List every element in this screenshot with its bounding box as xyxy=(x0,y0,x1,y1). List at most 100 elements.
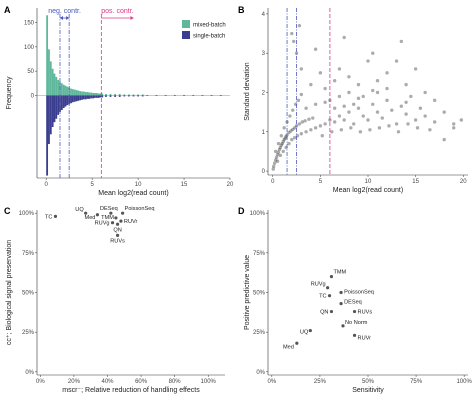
panel-a-xlabel: Mean log2(read count) xyxy=(98,190,168,197)
panel-d-xlabel: Sensitivity xyxy=(352,387,384,394)
panel-a-bar-mixed xyxy=(93,93,96,96)
panel-b-point xyxy=(442,137,446,142)
panel-a-bar-mixed xyxy=(84,92,87,96)
panel-a-bar-single xyxy=(109,95,112,97)
panel-a-bar-single xyxy=(57,95,60,115)
panel-d-ytick-label: 100% xyxy=(250,211,266,217)
panel-c-xtick-label: 60% xyxy=(135,379,148,385)
panel-c-point xyxy=(109,211,113,215)
panel-a-bar-single xyxy=(105,95,107,97)
panel-b-xtick-label: 10 xyxy=(365,179,372,185)
panel-a-bar-mixed xyxy=(66,86,69,96)
panel-a-bar-single xyxy=(101,95,104,98)
panel-a-xtick-label: 0 xyxy=(45,182,49,188)
panel-a-bar-single xyxy=(71,95,74,103)
panel-b-point xyxy=(356,82,361,87)
panel-b-point xyxy=(332,106,337,110)
panel-b-point xyxy=(413,118,418,122)
panel-a-bar-single xyxy=(118,95,121,97)
panel-b-point xyxy=(356,96,361,101)
panel-b-point xyxy=(399,39,404,44)
panel-a-bar-single xyxy=(62,95,65,109)
panel-b-point xyxy=(352,102,356,106)
panel-b-point xyxy=(299,132,304,136)
panel-d-point-label: TC xyxy=(319,294,326,300)
panel-c-point-label: TMM xyxy=(101,215,114,221)
panel-d-point xyxy=(341,324,345,328)
panel-b-point xyxy=(452,126,456,130)
panel-b-point xyxy=(371,102,375,106)
panel-b-point xyxy=(385,71,389,75)
panel-c-ylabel: cc⁺; Biological signal preservation xyxy=(6,240,13,345)
panel-c-point xyxy=(95,213,100,217)
panel-a-bar-mixed xyxy=(118,93,121,96)
panel-a-bar-single xyxy=(60,95,63,110)
panel-a-legend-key xyxy=(182,20,190,28)
panel-b-point xyxy=(375,78,380,83)
panel-b-xlabel: Mean log2(read count) xyxy=(333,187,403,194)
panel-b-point xyxy=(337,114,342,118)
panel-a-bar-single xyxy=(93,95,96,98)
panel-b-point xyxy=(300,120,304,124)
panel-b-point xyxy=(281,149,285,154)
panel-b-point xyxy=(282,137,286,142)
panel-a-bar-mixed xyxy=(70,88,72,96)
panel-d-xtick-label: 50% xyxy=(362,379,375,385)
panel-b-point xyxy=(332,120,337,124)
panel-b-point xyxy=(347,90,351,95)
panel-b-point xyxy=(290,137,294,142)
panel-b-point xyxy=(415,126,420,130)
panel-b-point xyxy=(291,108,295,112)
panel-b-ytick-label: 4 xyxy=(262,12,266,18)
panel-b-point xyxy=(323,86,327,91)
panel-d-letter: D xyxy=(238,206,245,216)
panel-b-point xyxy=(385,86,389,91)
panel-c-ytick-label: 25% xyxy=(22,330,35,336)
panel-a-ylabel: Frequency xyxy=(6,76,13,110)
panel-b-point xyxy=(396,130,401,134)
panel-d-point-label: RUVs xyxy=(358,310,373,316)
panel-b-point xyxy=(297,122,302,126)
panel-a-legend-label: single-batch xyxy=(193,34,225,40)
panel-b-xtick-label: 15 xyxy=(412,179,419,185)
panel-d-xtick-label: 100% xyxy=(456,379,472,385)
panel-a-bar-single xyxy=(53,95,56,123)
panel-b-point xyxy=(404,100,408,105)
panel-a-bar-mixed xyxy=(123,94,126,96)
panel-b-point xyxy=(271,167,275,171)
panel-c-ytick-label: 0% xyxy=(25,370,34,376)
panel-a-bar-mixed xyxy=(141,94,144,96)
panel-a-legend-label: mixed-batch xyxy=(193,23,226,29)
panel-a-xtick-label: 15 xyxy=(181,182,188,188)
panel-b-point xyxy=(303,119,307,123)
panel-a-bar-single xyxy=(92,95,94,99)
panel-a-bar-mixed xyxy=(90,92,93,96)
panel-c-xtick-label: 40% xyxy=(101,379,114,385)
panel-b-point xyxy=(288,114,292,118)
panel-a-bar-mixed xyxy=(57,79,60,96)
panel-d-ytick-label: 25% xyxy=(253,330,266,336)
panel-a-annotation-pos: pos. contr. xyxy=(101,8,133,15)
panel-b-point xyxy=(272,164,276,169)
panel-a-ytick-label: 150 xyxy=(24,21,35,27)
panel-a-bar-mixed xyxy=(88,92,91,96)
panel-b-point xyxy=(313,102,318,106)
panel-c-point xyxy=(121,211,125,215)
panel-a-bar-mixed xyxy=(95,93,98,96)
panel-d-point-label: RUVr xyxy=(358,335,372,341)
panel-a-arrowhead xyxy=(59,16,63,20)
panel-b-point xyxy=(289,129,293,133)
panel-d-point xyxy=(329,275,334,279)
panel-a-bar-single xyxy=(127,95,130,97)
panel-b-point xyxy=(323,122,327,126)
panel-c-point xyxy=(115,222,120,226)
panel-a-bar-mixed xyxy=(127,94,130,96)
panel-a-bar-single xyxy=(84,95,87,100)
panel-a-bar-mixed xyxy=(55,76,58,96)
panel-c-point xyxy=(84,211,88,215)
panel-b-ytick-label: 1 xyxy=(262,130,266,136)
panel-b-point xyxy=(299,67,304,71)
panel-d-point xyxy=(352,333,357,337)
panel-b-point xyxy=(423,114,427,118)
panel-b-point xyxy=(273,158,278,162)
